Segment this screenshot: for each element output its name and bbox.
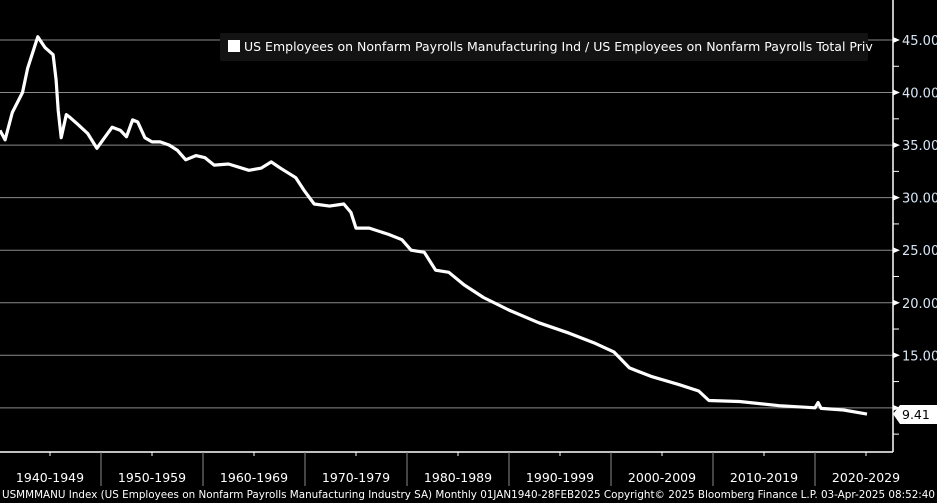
- y-tick-label: 25.00: [902, 244, 937, 259]
- last-value-label: 9.41: [902, 407, 930, 422]
- y-tick-label: 20.00: [902, 297, 937, 312]
- axes: 45.00 40.00 35.00 30.00 25.00 20.00 15.00 1940-…: [0, 0, 937, 486]
- x-tick-label: 1980-1989: [424, 470, 492, 485]
- x-tick-label: 2010-2019: [730, 470, 798, 485]
- y-tick-marker: [893, 194, 900, 201]
- legend-label: US Employees on Nonfarm Payrolls Manufac…: [244, 39, 873, 54]
- y-tick-label: 40.00: [902, 87, 937, 102]
- x-tick-label: 1950-1959: [118, 470, 186, 485]
- y-tick-marker: [893, 247, 900, 254]
- series-line: [0, 35, 868, 416]
- y-tick-marker: [893, 142, 900, 149]
- legend: US Employees on Nonfarm Payrolls Manufac…: [220, 33, 873, 61]
- legend-swatch: [228, 40, 240, 52]
- y-tick-label: 45.00: [902, 34, 937, 49]
- y-tick-label: 35.00: [902, 139, 937, 154]
- footer-text: USMMMANU Index (US Employees on Nonfarm …: [2, 489, 935, 501]
- y-tick-label: 30.00: [902, 192, 937, 207]
- y-tick-marker: [893, 37, 900, 43]
- x-tick-label: 1990-1999: [526, 470, 594, 485]
- x-tick-label: 1960-1969: [220, 470, 288, 485]
- last-value-marker: 9.41: [893, 405, 937, 424]
- x-tick-label: 1970-1979: [322, 470, 390, 485]
- y-tick-marker: [893, 89, 900, 96]
- y-tick-marker: [893, 404, 900, 411]
- x-tick-label: 2020-2029: [832, 470, 900, 485]
- y-tick-marker: [893, 299, 900, 306]
- last-value-badge: [893, 405, 937, 424]
- x-tick-label: 2000-2009: [628, 470, 696, 485]
- legend-box: [220, 33, 868, 61]
- y-tick-label: 15.00: [902, 349, 937, 364]
- x-tick-label: 1940-1949: [16, 470, 84, 485]
- y-tick-marker: [893, 352, 900, 359]
- gridlines: [0, 39, 893, 409]
